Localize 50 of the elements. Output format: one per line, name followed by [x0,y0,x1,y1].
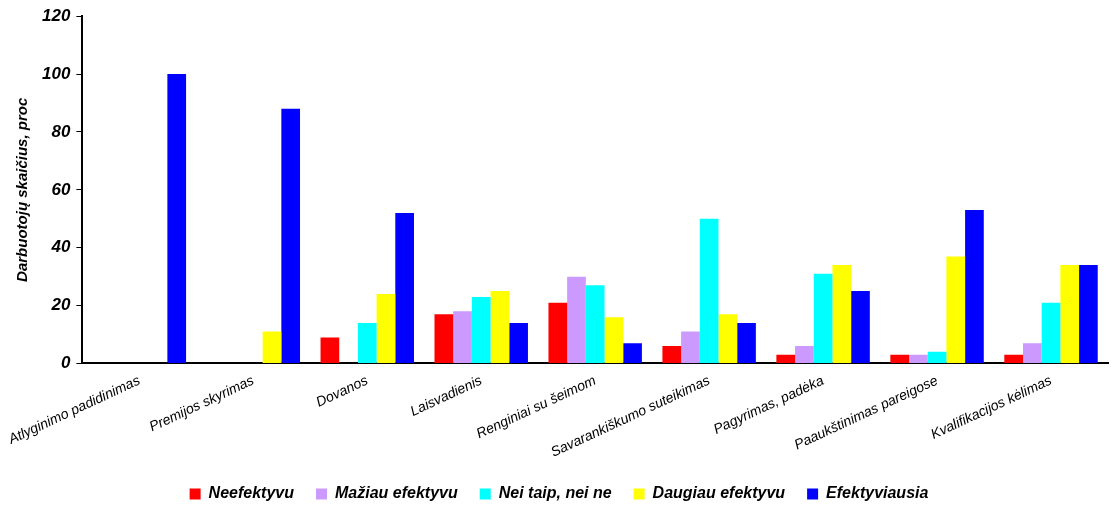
bar [813,273,833,363]
bar [262,331,282,363]
bar [471,296,491,363]
bar [490,291,510,363]
bar [1060,265,1080,363]
bar [167,74,187,363]
bar [832,265,852,363]
bar [909,354,928,363]
bar [567,276,586,363]
bar [965,210,984,363]
bar [737,322,756,363]
bar [376,294,396,363]
legend-label: Efektyviausia [826,484,929,502]
bar [509,322,528,363]
legend-label: Daugiau efektyvu [652,484,786,502]
bar [851,291,870,363]
bar [946,256,966,363]
bar [357,322,377,363]
legend-label: Nei taip, nei ne [498,484,612,502]
bar [776,354,796,363]
bar [699,218,719,363]
bar [281,108,301,363]
y-tick-label: 20 [50,295,71,315]
bar [548,302,568,363]
y-tick-label: 100 [41,63,71,83]
bar [434,314,454,363]
bar [604,317,624,363]
y-tick-label: 0 [60,353,71,373]
y-tick-label: 40 [50,237,71,257]
bar [1004,354,1023,363]
bar [681,331,700,363]
legend-label: Mažiau efektyvu [334,484,458,502]
bar [795,346,814,363]
bar [320,337,340,363]
bar [585,285,605,363]
bar [1079,265,1098,363]
y-tick-label: 80 [51,121,71,141]
bar [1041,302,1061,363]
bar [1022,343,1042,363]
y-tick-label: 120 [41,5,71,25]
bar [623,343,642,363]
y-axis-title: Darbuotojų skaičius, proc [13,97,31,282]
bar [927,351,947,363]
legend-label: Neefektyvu [208,484,295,502]
bar [453,311,472,363]
bar [890,354,910,363]
bar [662,346,682,363]
bar [718,314,738,363]
y-tick-label: 60 [51,179,71,199]
bar [395,212,414,363]
